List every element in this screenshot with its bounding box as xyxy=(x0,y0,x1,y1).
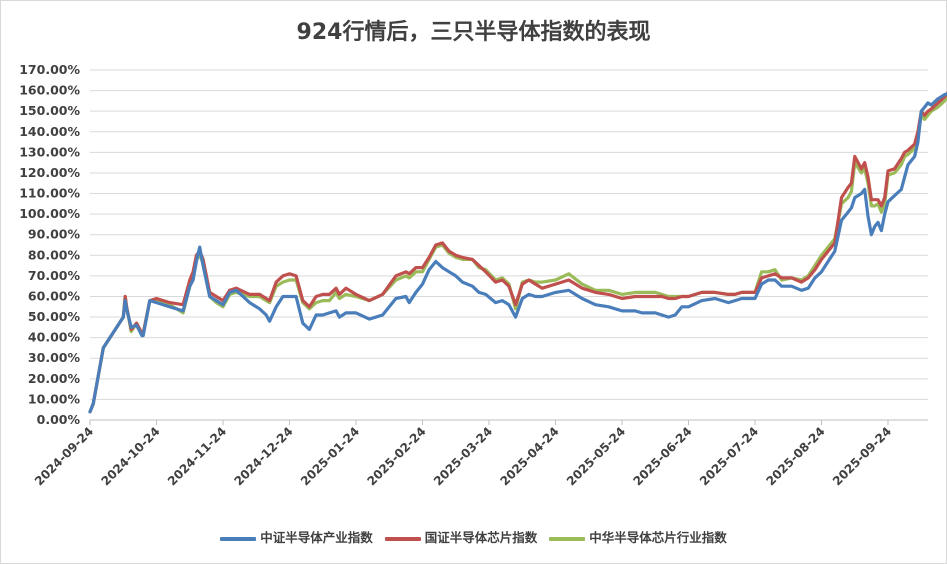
y-tick-label: 80.00% xyxy=(28,247,81,262)
y-tick-label: 0.00% xyxy=(37,412,81,427)
series-line-3 xyxy=(88,94,947,414)
y-tick-label: 110.00% xyxy=(19,186,80,201)
y-tick-label: 20.00% xyxy=(28,371,81,386)
legend-item: 中华半导体芯片行业指数 xyxy=(549,527,727,546)
axes xyxy=(89,419,928,425)
legend-item: 中证半导体产业指数 xyxy=(220,527,373,546)
x-tick-label: 2025-09-24 xyxy=(830,424,894,488)
y-axis-ticks: 0.00% 10.00% 20.00% 30.00% 40.00% 50.00% 60.00… xyxy=(19,62,80,427)
y-tick-label: 30.00% xyxy=(28,350,81,365)
x-tick-label: 2025-02-24 xyxy=(364,424,428,488)
y-tick-label: 70.00% xyxy=(28,268,81,283)
y-tick-label: 140.00% xyxy=(19,124,80,139)
y-tick-label: 100.00% xyxy=(19,206,80,221)
legend: 中证半导体产业指数 国证半导体芯片指数 中华半导体芯片行业指数 xyxy=(0,527,947,546)
series-lines xyxy=(88,91,947,414)
series-line-1 xyxy=(88,92,947,414)
legend-label: 中华半导体芯片行业指数 xyxy=(589,530,727,545)
y-tick-label: 120.00% xyxy=(19,165,80,180)
chart-title: 924行情后，三只半导体指数的表现 xyxy=(296,20,651,45)
legend-label: 国证半导体芯片指数 xyxy=(424,530,538,545)
y-tick-label: 160.00% xyxy=(19,83,80,98)
gridlines xyxy=(90,69,928,400)
x-tick-label: 2025-01-24 xyxy=(298,424,362,488)
y-tick-label: 10.00% xyxy=(28,391,81,406)
y-tick-label: 50.00% xyxy=(28,309,81,324)
y-tick-label: 60.00% xyxy=(28,288,81,303)
y-tick-label: 150.00% xyxy=(19,103,80,118)
legend-swatch xyxy=(384,536,421,541)
legend-swatch xyxy=(549,536,586,541)
x-tick-label: 2025-06-24 xyxy=(630,424,694,488)
series-line-2 xyxy=(88,91,947,414)
legend-label: 中证半导体产业指数 xyxy=(260,530,373,545)
x-tick-label: 2025-07-24 xyxy=(697,424,761,488)
legend-item: 国证半导体芯片指数 xyxy=(384,527,538,546)
x-tick-label: 2025-03-24 xyxy=(431,424,495,488)
x-tick-label: 2025-04-24 xyxy=(497,424,561,488)
x-tick-label: 2024-09-24 xyxy=(32,424,96,488)
x-tick-label: 2024-10-24 xyxy=(98,424,162,488)
x-tick-label: 2024-12-24 xyxy=(231,424,295,488)
y-tick-label: 40.00% xyxy=(28,330,81,345)
legend-swatch xyxy=(220,536,257,541)
x-tick-label: 2025-05-24 xyxy=(564,424,628,488)
y-tick-label: 90.00% xyxy=(28,227,81,242)
y-tick-label: 130.00% xyxy=(19,144,80,159)
x-axis-ticks: 2024-09-24 2024-10-24 2024-11-24 2024-12-24… xyxy=(32,424,894,488)
x-tick-label: 2025-08-24 xyxy=(763,424,827,488)
x-tick-label: 2024-11-24 xyxy=(165,424,229,488)
y-tick-label: 170.00% xyxy=(19,62,80,77)
